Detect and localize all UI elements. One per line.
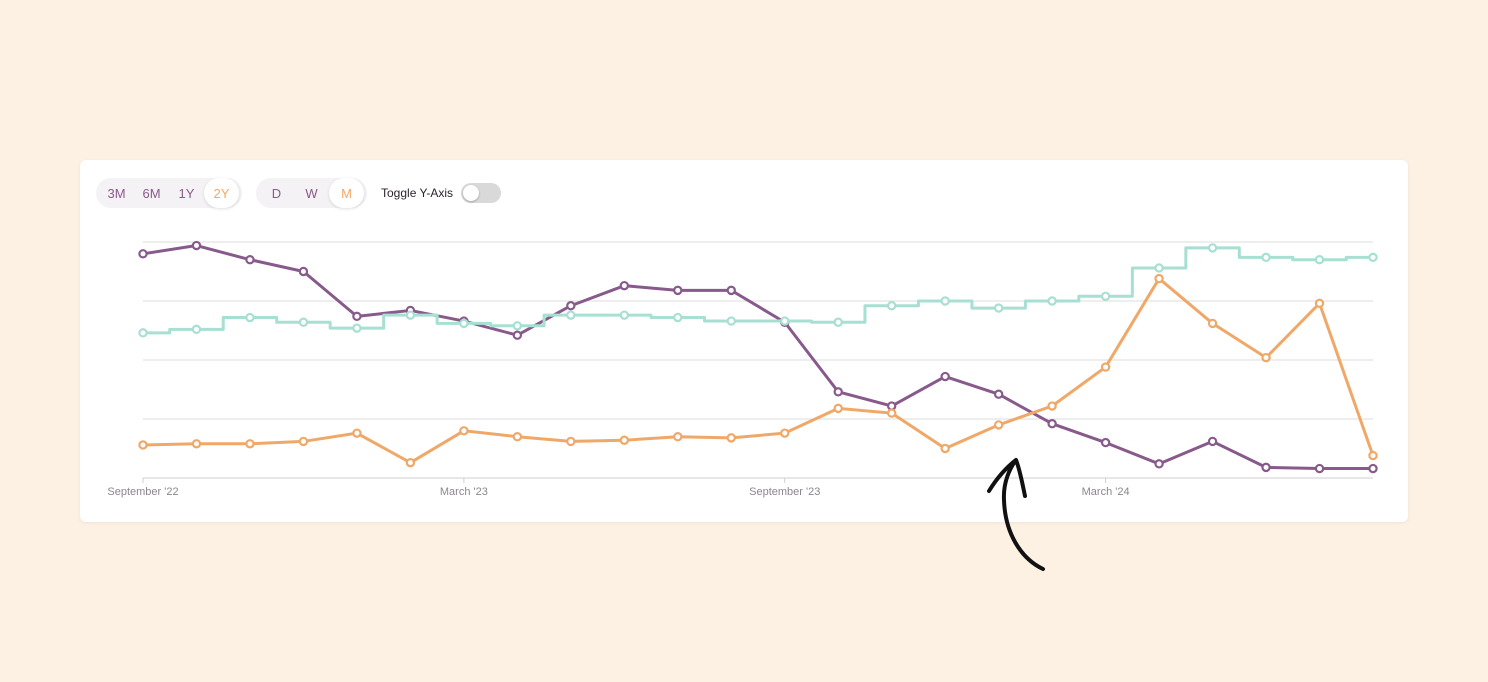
interval-selector: D W M [256,178,367,208]
series-2-point-9 [619,310,630,320]
range-selector: 3M 6M 1Y 2Y [96,178,242,208]
interval-day-button[interactable]: D [271,185,282,201]
series-0-point-11 [726,285,736,296]
toggle-knob [463,185,480,201]
range-6m-button[interactable]: 6M [142,185,161,201]
series-1-point-18 [1100,362,1111,372]
series-0-point-1 [191,240,202,251]
series-2-point-1 [191,324,202,335]
series-1-point-2 [245,439,255,449]
series-2-point-20 [1207,243,1218,253]
series-2-point-15 [940,296,950,306]
series-1-point-0 [138,440,148,450]
chart-card: 3M 6M 1Y 2Y D W M Toggle Y-Axis [80,160,1408,522]
series-2-point-3 [298,317,309,327]
series-1-point-16 [993,420,1004,430]
series-1-point-7 [512,432,523,442]
series-2-point-17 [1047,296,1057,306]
series-1-point-19 [1154,273,1164,284]
series-0-point-3 [298,266,309,277]
series-2-point-21 [1261,252,1271,263]
x-tick-label-1: March '23 [440,486,488,498]
toggle-y-axis-switch[interactable] [461,183,502,203]
series-2-point-11 [726,316,736,326]
series-2-point-22 [1314,255,1325,265]
interval-week-button[interactable]: W [305,185,318,201]
series-0-point-21 [1261,462,1271,473]
series-0-point-22 [1314,463,1325,474]
series-0-point-23 [1368,463,1378,474]
range-2y-button[interactable]: 2Y [204,178,239,208]
interval-month-button[interactable]: M [329,178,364,208]
series-2-point-7 [512,321,523,331]
series-1-point-22 [1314,298,1325,309]
series-0-point-13 [833,387,843,397]
series-0-point-16 [993,389,1004,399]
series-2-point-12 [780,316,790,326]
x-tick-label-3: March '24 [1082,486,1130,498]
series-2-point-5 [405,310,416,320]
series-1-point-13 [833,403,843,414]
y-axis-toggle-group: Toggle Y-Axis [381,183,502,203]
series-2-point-16 [993,303,1004,313]
series-2-point-14 [886,301,897,311]
series-0-point-10 [673,285,683,296]
x-tick-label-0: September '22 [107,486,178,498]
series-1-point-4 [352,428,362,438]
series-1-point-23 [1368,450,1378,461]
chart-controls: 3M 6M 1Y 2Y D W M Toggle Y-Axis [96,178,502,208]
series-1-point-6 [459,426,469,436]
series-1-point-11 [726,433,736,443]
series-0-point-20 [1207,436,1218,447]
series-1-point-14 [886,408,897,418]
series-0-point-15 [940,371,950,382]
series-line-0 [141,244,1375,471]
series-0-point-4 [352,311,362,322]
series-2-point-13 [833,317,843,327]
toggle-y-axis-label: Toggle Y-Axis [381,186,454,200]
range-1y-button[interactable]: 1Y [178,185,195,201]
series-2-point-10 [673,312,683,323]
series-1-point-20 [1207,318,1218,329]
series-2-point-23 [1368,252,1378,263]
series-line-1 [141,277,1375,465]
series-2-point-6 [459,318,469,329]
series-1-point-8 [566,436,576,447]
series-0-point-19 [1154,459,1164,469]
series-0-point-17 [1047,419,1057,429]
series-0-point-18 [1100,437,1111,448]
series-0-point-7 [512,330,523,340]
series-1-point-15 [940,443,950,454]
x-tick-label-2: September '23 [749,486,820,498]
series-1-point-1 [191,439,202,449]
series-0-point-9 [619,280,630,291]
series-2-point-8 [566,310,576,320]
series-2-point-2 [245,312,255,323]
series-1-point-10 [673,432,683,442]
series-0-point-8 [566,301,576,311]
series-0-point-2 [245,255,255,265]
series-2-point-0 [138,328,148,338]
series-1-point-21 [1261,352,1271,363]
series-2-point-19 [1154,263,1164,273]
series-line-2 [141,246,1375,335]
series-2-point-4 [352,323,362,333]
series-1-point-9 [619,435,630,445]
series-1-point-5 [405,457,416,468]
series-0-point-0 [138,249,148,259]
series-1-point-12 [780,428,790,438]
series-2-point-18 [1100,291,1111,301]
series-1-point-3 [298,436,309,447]
series-1-point-17 [1047,401,1057,411]
range-3m-button[interactable]: 3M [107,185,126,201]
